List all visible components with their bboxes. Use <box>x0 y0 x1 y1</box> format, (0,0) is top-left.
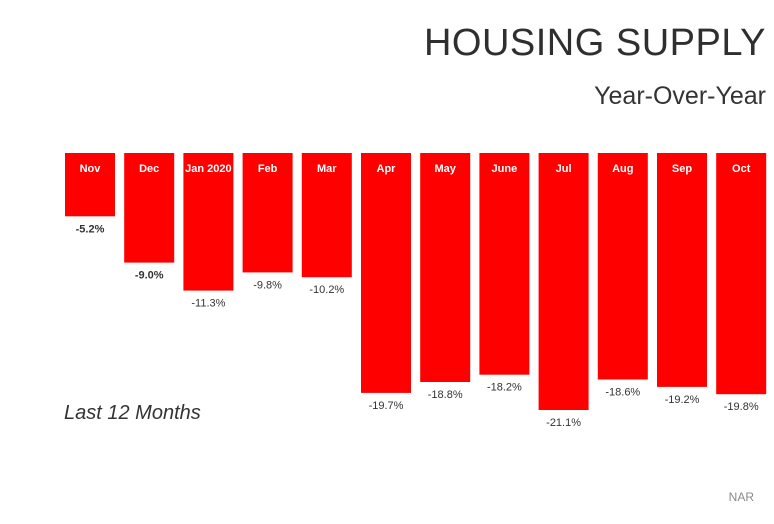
value-label: -21.1% <box>546 417 581 429</box>
bar-may <box>420 153 471 382</box>
source-label: NAR <box>728 490 754 504</box>
value-label: -19.2% <box>665 394 700 406</box>
value-label: -19.8% <box>724 401 759 413</box>
category-label: Aug <box>612 163 633 175</box>
value-label: -18.8% <box>428 389 463 401</box>
value-label: -19.7% <box>369 400 404 412</box>
bar-jul <box>538 153 589 410</box>
value-label: -9.8% <box>253 279 282 291</box>
category-label: Oct <box>732 163 751 175</box>
value-label: -5.2% <box>76 223 105 235</box>
value-label: -18.2% <box>487 382 522 394</box>
bar-sep <box>657 153 707 387</box>
category-label: Sep <box>672 163 692 175</box>
bar-apr <box>361 153 411 393</box>
value-label: -10.2% <box>309 284 344 296</box>
category-label: Feb <box>258 163 278 175</box>
chart-title: HOUSING SUPPLY <box>423 22 766 64</box>
category-label: Mar <box>317 163 337 175</box>
category-label: Nov <box>80 163 102 175</box>
value-label: -11.3% <box>191 298 225 310</box>
category-label: Jul <box>556 163 572 175</box>
chart-subtitle: Year-Over-Year <box>594 82 766 110</box>
category-label: Apr <box>377 163 397 175</box>
value-label: -18.6% <box>605 387 640 399</box>
category-label: June <box>492 163 518 175</box>
bar-feb <box>242 153 293 273</box>
bar-nov <box>65 153 115 217</box>
bar-june <box>479 153 530 375</box>
category-label: May <box>434 163 456 175</box>
value-label: -9.0% <box>135 270 164 282</box>
bar-dec <box>124 153 175 263</box>
bar-oct <box>716 153 767 395</box>
period-note: Last 12 Months <box>64 402 201 424</box>
category-label: Dec <box>139 163 159 175</box>
bar-aug <box>597 153 648 380</box>
category-label: Jan 2020 <box>185 163 231 175</box>
bar-mar <box>301 153 352 278</box>
bar-jan-2020 <box>183 153 234 291</box>
